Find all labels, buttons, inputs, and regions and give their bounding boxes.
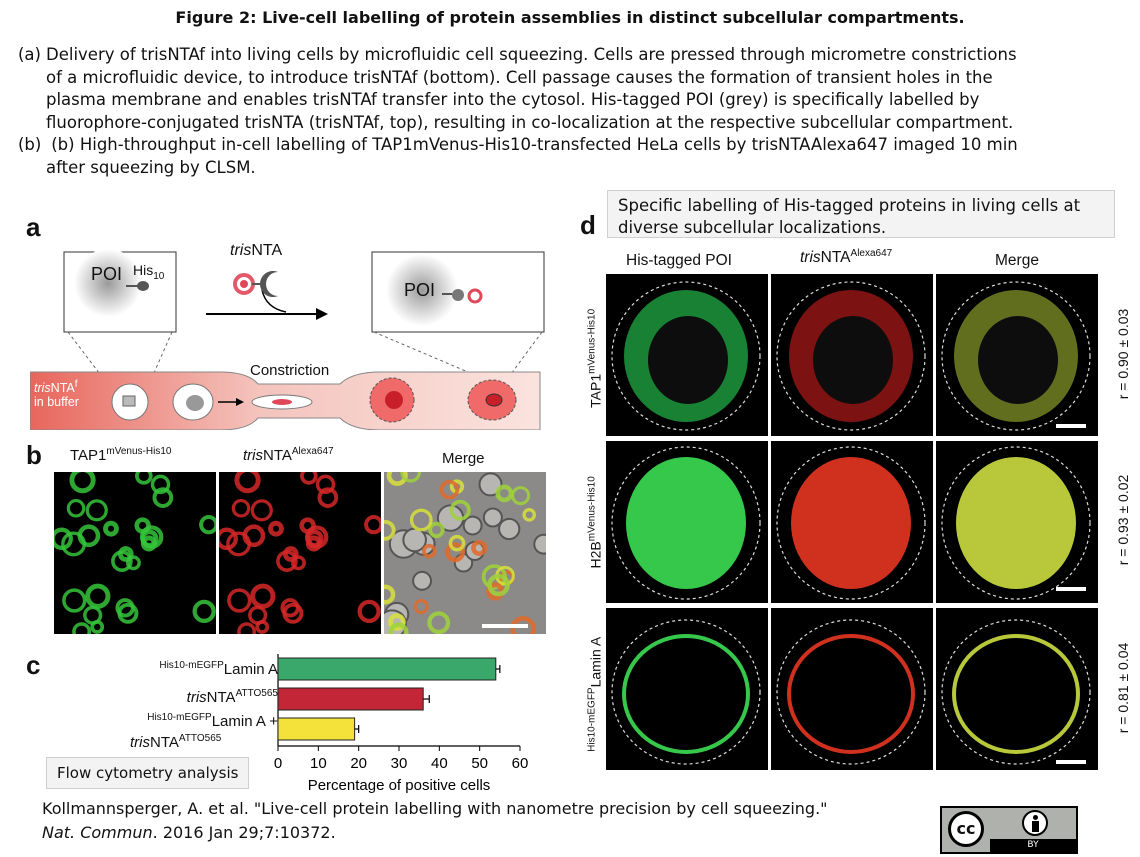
x-tick-label-3: 30 — [391, 755, 408, 772]
figure-title: Figure 2: Live-cell labelling of protein… — [175, 8, 965, 27]
cc-by-license-badge[interactable]: cc BY — [940, 806, 1078, 854]
buffer-label: trisNTAf in buffer — [34, 379, 79, 410]
caption-a: (a) Delivery of trisNTAf into living cell… — [18, 44, 1018, 179]
panel-a-letter: a — [26, 212, 41, 242]
panel-d-image-r1-c1 — [606, 274, 768, 436]
person-icon — [1022, 810, 1048, 836]
row-label-1: TAP1mVenus-His10 — [586, 308, 604, 408]
scale-bar-d3 — [1056, 760, 1086, 764]
caption-b-line1: (b) High-throughput in-cell labelling of… — [46, 135, 1018, 154]
caption-a-label: (a) — [18, 45, 41, 64]
x-axis-label: Percentage of positive cells — [308, 777, 491, 794]
bar-label-1: His10-mEGFPLamin A — [159, 660, 278, 678]
bar-label-3-line2: trisNTAATTO565 — [130, 733, 222, 751]
bar-2 — [277, 687, 424, 711]
panel-d-letter: d — [580, 210, 596, 240]
bar-label-2: trisNTAATTO565 — [186, 688, 278, 706]
panel-b-red-image — [219, 472, 381, 634]
panel-d-image-r3-c1 — [606, 608, 768, 770]
panel-b-letter: b — [26, 440, 42, 470]
his-tag-label: His10 — [133, 262, 165, 282]
scale-bar-d1 — [1056, 424, 1086, 428]
x-tick-label-5: 50 — [471, 755, 488, 772]
x-tick-label-0: 0 — [274, 755, 282, 772]
panel-d-image-r2-c3 — [936, 441, 1098, 603]
panel-a-schematic — [30, 249, 545, 430]
flow-cytometry-note: Flow cytometry analysis — [46, 757, 250, 789]
by-label: BY — [990, 839, 1076, 852]
caption-a-line2: of a microfluidic device, to introduce t… — [46, 67, 993, 87]
x-tick-label-4: 40 — [431, 755, 448, 772]
reference: Kollmannsperger, A. et al. "Live-cell pr… — [42, 799, 828, 842]
panel-d-image-r2-c1 — [606, 441, 768, 603]
panel-c-letter: c — [26, 650, 41, 680]
panel-d-note: Specific labelling of His-tagged protein… — [607, 190, 1115, 238]
reference-line1: Kollmannsperger, A. et al. "Live-cell pr… — [42, 799, 828, 818]
panel-d-col1: His-tagged POI — [626, 252, 732, 269]
panel-d-image-r1-c2 — [771, 274, 933, 436]
row-label-3: His10-mEGFPLamin A — [586, 636, 604, 752]
caption-b-line2: after squeezing by CLSM. — [46, 157, 256, 177]
panel-d-image-r3-c2 — [771, 608, 933, 770]
x-tick-label-1: 10 — [310, 755, 327, 772]
scale-bar-b — [482, 624, 528, 628]
poi-label-right: POI — [404, 280, 436, 300]
panel-d-image-r2-c2 — [771, 441, 933, 603]
r-value-2: r = 0.93 ± 0.02 — [1115, 474, 1131, 566]
panel-d-image-r3-c3 — [936, 608, 1098, 770]
trisnta-label: trisNTA — [230, 242, 283, 259]
caption-b-label: (b) — [18, 135, 42, 154]
bar-1 — [277, 657, 497, 681]
panel-b-merge-image — [384, 472, 546, 634]
caption-a-line3: plasma membrane and enables trisNTAf tra… — [46, 90, 980, 109]
caption-a-line1: Delivery of trisNTAf into living cells b… — [46, 45, 1017, 64]
r-value-1: r = 0.90 ± 0.03 — [1115, 308, 1131, 400]
poi-label-left: POI — [91, 264, 123, 284]
panel-d-col2: trisNTAAlexa647 — [800, 248, 893, 267]
bar-3 — [277, 717, 356, 741]
panel-d-col3: Merge — [995, 252, 1039, 269]
row-label-2: H2BmVenus-His10 — [586, 476, 604, 569]
flow-cytometry-bar-chart: 0 10 20 30 40 50 60 Percentage of positive cell… — [274, 654, 529, 794]
reference-journal: Nat. Commun — [42, 823, 153, 842]
cc-icon: cc — [948, 811, 984, 847]
panel-b-header-1: TAP1mVenus-His10 — [70, 446, 172, 464]
r-value-3: r = 0.81 ± 0.04 — [1115, 642, 1131, 734]
scale-bar-d2 — [1056, 587, 1086, 591]
x-tick-label-2: 20 — [350, 755, 367, 772]
panel-b-green-image — [54, 472, 216, 634]
panel-b-header-3: Merge — [442, 450, 485, 467]
panel-b-header-2: trisNTAAlexa647 — [243, 446, 334, 464]
caption-a-line4: fluorophore-conjugated trisNTA (trisNTAf… — [46, 112, 1014, 132]
x-tick-label-6: 60 — [512, 755, 529, 772]
bar-label-3: His10-mEGFPLamin A + — [147, 712, 278, 730]
constriction-label: Constriction — [250, 362, 330, 379]
panel-d-image-r1-c3 — [936, 274, 1098, 436]
